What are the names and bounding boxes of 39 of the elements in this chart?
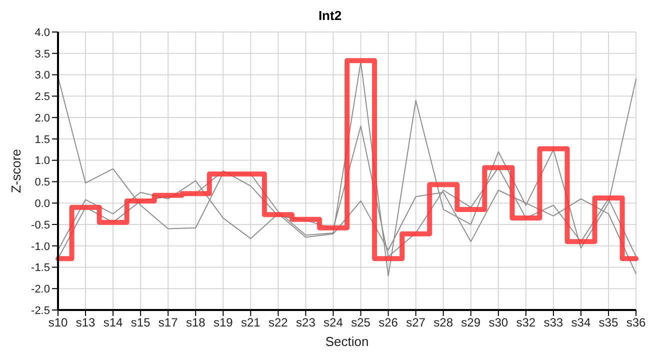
x-tick-label: s15 — [130, 316, 151, 330]
x-tick-label: s26 — [378, 316, 398, 330]
y-tick-label: 1.0 — [34, 155, 50, 168]
y-tick-label: -2.0 — [31, 284, 50, 296]
x-tick-label: s23 — [296, 316, 316, 330]
y-tick-label: -1.5 — [31, 262, 50, 274]
x-tick-label: s10 — [48, 316, 68, 330]
x-tick-label: s32 — [516, 316, 536, 330]
x-tick-label: s25 — [351, 316, 371, 330]
x-tick-label: s34 — [571, 316, 591, 330]
x-axis-title: Section — [325, 334, 369, 349]
chart-title: Int2 — [317, 8, 343, 25]
y-tick-label: 0.5 — [34, 176, 50, 189]
y-tick-label: -1.0 — [31, 240, 50, 253]
x-tick-label: s24 — [324, 316, 344, 330]
x-tick-label: s35 — [598, 316, 618, 330]
y-tick-label: 2.0 — [34, 112, 50, 124]
y-tick-label: 4.0 — [34, 26, 50, 39]
x-tick-label: s18 — [186, 316, 206, 330]
y-tick-label: 0.0 — [34, 198, 50, 210]
y-axis-title: Z-score — [8, 148, 24, 194]
x-tick-label: s17 — [158, 316, 178, 330]
y-tick-label: 1.5 — [34, 134, 50, 146]
y-tick-label: 3.5 — [34, 48, 50, 60]
x-tick-label: s33 — [544, 316, 564, 330]
x-tick-label: s14 — [103, 316, 124, 330]
x-tick-label: s13 — [76, 316, 96, 330]
x-tick-label: s22 — [268, 316, 288, 330]
y-tick-label: -0.5 — [31, 219, 50, 232]
y-tick-label: -2.5 — [31, 304, 50, 317]
y-tick-label: 3.0 — [34, 70, 50, 82]
x-tick-label: s30 — [488, 316, 508, 330]
x-tick-label: s19 — [213, 316, 234, 330]
y-tick-label: 2.5 — [34, 91, 50, 104]
x-tick-label: s29 — [461, 316, 481, 330]
x-tick-label: s36 — [626, 316, 646, 330]
x-tick-label: s21 — [240, 316, 261, 330]
x-tick-label: s27 — [406, 316, 426, 330]
x-tick-label: s28 — [434, 316, 454, 330]
